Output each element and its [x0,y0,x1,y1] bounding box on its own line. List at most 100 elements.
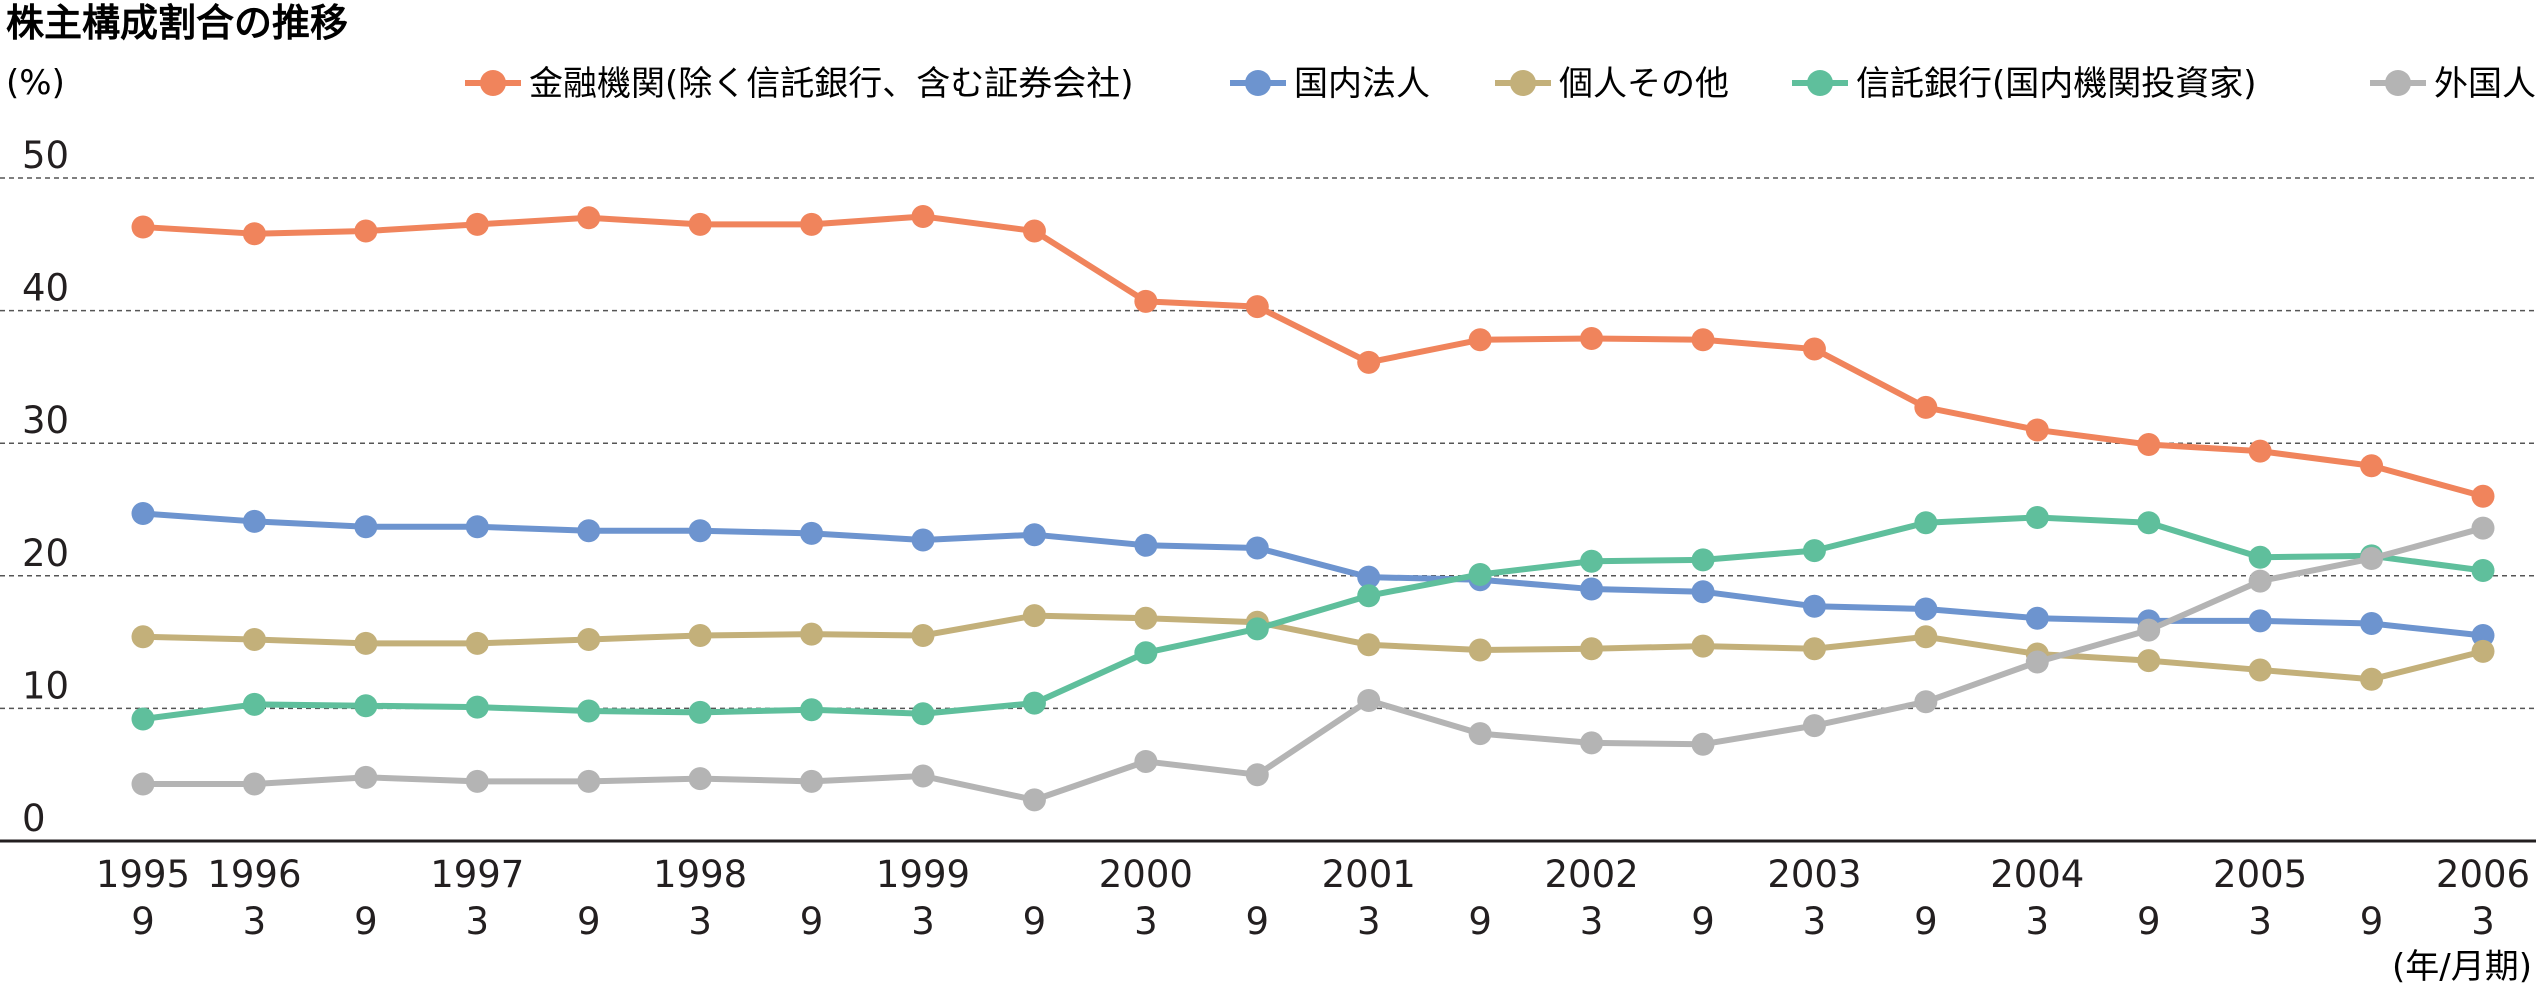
legend-swatch-dot [1807,70,1833,96]
data-point [688,623,712,647]
x-tick-month: 9 [2360,900,2384,943]
data-point [2360,612,2384,636]
data-point [2137,618,2161,642]
data-point [465,631,489,655]
data-point [1357,633,1381,657]
data-point [354,219,378,243]
x-tick-month: 9 [1468,900,1492,943]
x-tick-month: 3 [2026,900,2050,943]
data-point [1245,536,1269,560]
x-tick-month: 3 [466,900,490,943]
legend-swatch-dot [1245,70,1271,96]
data-point [577,699,601,723]
data-point [354,694,378,718]
data-point [1245,617,1269,641]
data-point [1134,533,1158,557]
data-point [1468,638,1492,662]
data-point [2248,609,2272,633]
data-point [1691,548,1715,572]
legend-label: 信託銀行(国内機関投資家) [1856,64,2257,104]
x-tick-month: 9 [2137,900,2161,943]
x-tick-month: 9 [1023,900,1047,943]
x-tick-month: 9 [1914,900,1938,943]
legend-item: 個人その他 [1495,64,1729,104]
data-point [911,204,935,228]
series-1 [131,204,2495,508]
x-tick-month: 3 [1803,900,1827,943]
data-point [1802,637,1826,661]
series-line [142,510,2484,639]
data-point [1245,295,1269,319]
data-point [1914,690,1938,714]
data-point [2471,558,2495,582]
x-tick-month: 3 [911,900,935,943]
data-point [1580,637,1604,661]
data-point [2137,511,2161,535]
data-point [465,695,489,719]
data-point [131,772,155,796]
data-point [1357,584,1381,608]
data-point [800,521,824,545]
data-point [911,702,935,726]
series-line [143,525,2484,803]
x-tick-year: 1996 [207,853,301,896]
data-point [242,627,266,651]
data-point [242,772,266,796]
data-point [1691,732,1715,756]
data-point [1134,641,1158,665]
x-tick-month: 9 [354,900,378,943]
data-point [2025,650,2049,674]
data-point [1022,219,1046,243]
data-point [911,623,935,647]
legend-item: 国内法人 [1230,64,1430,104]
x-tick-month: 9 [577,900,601,943]
data-point [1134,606,1158,630]
data-point [1914,597,1938,621]
data-point [688,519,712,543]
series-line [142,612,2484,683]
data-point [1134,749,1158,773]
y-tick-label: 40 [22,267,69,310]
x-tick-month: 3 [688,900,712,943]
data-point [1357,688,1381,712]
x-axis-label: (年/月期) [2392,947,2532,987]
x-tick-year: 1999 [876,853,970,896]
data-point [1022,523,1046,547]
data-point [465,515,489,539]
y-tick-label: 10 [22,664,69,707]
data-point [2025,418,2049,442]
data-point [131,625,155,649]
data-point [800,769,824,793]
data-point [1914,511,1938,535]
y-axis-unit-label: (%) [6,63,65,103]
data-point [1468,722,1492,746]
data-point [2248,658,2272,682]
x-tick-year: 2001 [1322,853,1416,896]
data-point [1468,562,1492,586]
data-point [911,764,935,788]
x-tick-year: 2003 [1767,853,1861,896]
data-point [2248,545,2272,569]
data-point [1022,691,1046,715]
legend-label: 金融機関(除く信託銀行、含む証券会社) [529,64,1134,104]
data-point [1914,625,1938,649]
data-point [2360,667,2384,691]
legend-swatch-dot [1510,70,1536,96]
data-point [1802,539,1826,563]
chart-title: 株主構成割合の推移 [6,1,348,45]
data-point [1468,328,1492,352]
data-point [2248,439,2272,463]
x-tick-month: 9 [131,900,155,943]
data-point [2248,569,2272,593]
data-point [131,707,155,731]
data-point [1245,763,1269,787]
data-point [2360,547,2384,571]
data-point [1691,634,1715,658]
data-point [800,212,824,236]
data-point [1580,731,1604,755]
data-point [1580,577,1604,601]
data-point [2471,516,2495,540]
x-tick-year: 2005 [2213,853,2307,896]
data-point [2025,505,2049,529]
